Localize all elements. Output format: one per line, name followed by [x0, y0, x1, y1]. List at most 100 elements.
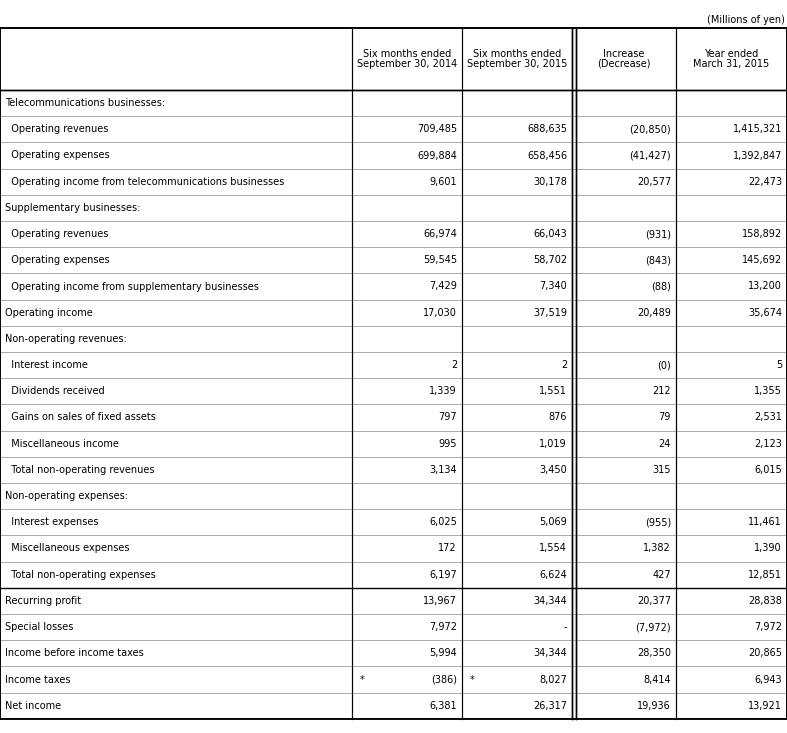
Text: 35,674: 35,674: [748, 308, 782, 317]
Text: (88): (88): [651, 281, 671, 292]
Text: (20,850): (20,850): [630, 125, 671, 134]
Text: 158,892: 158,892: [742, 229, 782, 239]
Text: 5,069: 5,069: [539, 517, 567, 527]
Text: 5: 5: [776, 360, 782, 370]
Text: September 30, 2015: September 30, 2015: [467, 59, 567, 69]
Text: Operating income: Operating income: [5, 308, 93, 317]
Text: 34,344: 34,344: [534, 596, 567, 606]
Text: 22,473: 22,473: [748, 177, 782, 187]
Text: 30,178: 30,178: [533, 177, 567, 187]
Text: 2,531: 2,531: [754, 413, 782, 422]
Text: 6,015: 6,015: [754, 465, 782, 475]
Text: Six months ended: Six months ended: [363, 49, 451, 59]
Text: 145,692: 145,692: [742, 255, 782, 265]
Text: 6,943: 6,943: [755, 674, 782, 685]
Text: 37,519: 37,519: [533, 308, 567, 317]
Text: Operating income from supplementary businesses: Operating income from supplementary busi…: [5, 281, 259, 292]
Text: Miscellaneous expenses: Miscellaneous expenses: [5, 543, 130, 553]
Text: Six months ended: Six months ended: [473, 49, 561, 59]
Text: 995: 995: [438, 438, 457, 449]
Text: Telecommunications businesses:: Telecommunications businesses:: [5, 98, 165, 108]
Text: (955): (955): [645, 517, 671, 527]
Text: 7,340: 7,340: [539, 281, 567, 292]
Text: (41,427): (41,427): [630, 150, 671, 161]
Text: Miscellaneous income: Miscellaneous income: [5, 438, 119, 449]
Text: 12,851: 12,851: [748, 570, 782, 580]
Text: 24: 24: [659, 438, 671, 449]
Text: 59,545: 59,545: [423, 255, 457, 265]
Text: (843): (843): [645, 255, 671, 265]
Text: 1,355: 1,355: [754, 386, 782, 397]
Text: (Millions of yen): (Millions of yen): [708, 15, 785, 25]
Text: September 30, 2014: September 30, 2014: [357, 59, 457, 69]
Text: March 31, 2015: March 31, 2015: [693, 59, 770, 69]
Text: 8,027: 8,027: [539, 674, 567, 685]
Text: 20,577: 20,577: [637, 177, 671, 187]
Text: 2: 2: [451, 360, 457, 370]
Text: 1,339: 1,339: [430, 386, 457, 397]
Text: 1,019: 1,019: [539, 438, 567, 449]
Text: 212: 212: [652, 386, 671, 397]
Text: 1,382: 1,382: [643, 543, 671, 553]
Text: (Decrease): (Decrease): [597, 59, 651, 69]
Text: 3,450: 3,450: [539, 465, 567, 475]
Text: Non-operating expenses:: Non-operating expenses:: [5, 491, 128, 501]
Text: Operating revenues: Operating revenues: [5, 229, 109, 239]
Text: Total non-operating revenues: Total non-operating revenues: [5, 465, 154, 475]
Text: *: *: [470, 674, 475, 685]
Text: 7,972: 7,972: [429, 622, 457, 632]
Text: 1,554: 1,554: [539, 543, 567, 553]
Text: (386): (386): [431, 674, 457, 685]
Text: 876: 876: [549, 413, 567, 422]
Text: 5,994: 5,994: [429, 648, 457, 658]
Text: (931): (931): [645, 229, 671, 239]
Text: 28,350: 28,350: [637, 648, 671, 658]
Text: 315: 315: [652, 465, 671, 475]
Text: 427: 427: [652, 570, 671, 580]
Text: (0): (0): [657, 360, 671, 370]
Text: 20,489: 20,489: [637, 308, 671, 317]
Text: 1,392,847: 1,392,847: [733, 150, 782, 161]
Text: 7,972: 7,972: [754, 622, 782, 632]
Text: 26,317: 26,317: [533, 701, 567, 711]
Text: 8,414: 8,414: [644, 674, 671, 685]
Text: Operating expenses: Operating expenses: [5, 150, 109, 161]
Text: 17,030: 17,030: [423, 308, 457, 317]
Text: Increase: Increase: [604, 49, 645, 59]
Text: Special losses: Special losses: [5, 622, 73, 632]
Text: 6,197: 6,197: [429, 570, 457, 580]
Text: 28,838: 28,838: [748, 596, 782, 606]
Text: Year ended: Year ended: [704, 49, 759, 59]
Text: Gains on sales of fixed assets: Gains on sales of fixed assets: [5, 413, 156, 422]
Text: 19,936: 19,936: [637, 701, 671, 711]
Text: Non-operating revenues:: Non-operating revenues:: [5, 334, 127, 344]
Text: Total non-operating expenses: Total non-operating expenses: [5, 570, 156, 580]
Text: Operating expenses: Operating expenses: [5, 255, 109, 265]
Text: Interest expenses: Interest expenses: [5, 517, 98, 527]
Text: 7,429: 7,429: [429, 281, 457, 292]
Text: 6,025: 6,025: [429, 517, 457, 527]
Text: 699,884: 699,884: [417, 150, 457, 161]
Text: 3,134: 3,134: [430, 465, 457, 475]
Text: 58,702: 58,702: [533, 255, 567, 265]
Text: Operating revenues: Operating revenues: [5, 125, 109, 134]
Text: 172: 172: [438, 543, 457, 553]
Text: 11,461: 11,461: [748, 517, 782, 527]
Text: 688,635: 688,635: [527, 125, 567, 134]
Text: 1,551: 1,551: [539, 386, 567, 397]
Text: Supplementary businesses:: Supplementary businesses:: [5, 203, 140, 213]
Text: 13,200: 13,200: [748, 281, 782, 292]
Text: 9,601: 9,601: [430, 177, 457, 187]
Text: 20,377: 20,377: [637, 596, 671, 606]
Text: 1,390: 1,390: [755, 543, 782, 553]
Text: Operating income from telecommunications businesses: Operating income from telecommunications…: [5, 177, 284, 187]
Text: 34,344: 34,344: [534, 648, 567, 658]
Text: 6,381: 6,381: [430, 701, 457, 711]
Text: 709,485: 709,485: [417, 125, 457, 134]
Text: 2: 2: [561, 360, 567, 370]
Text: *: *: [360, 674, 364, 685]
Text: Dividends received: Dividends received: [5, 386, 105, 397]
Text: 6,624: 6,624: [539, 570, 567, 580]
Text: 13,967: 13,967: [423, 596, 457, 606]
Text: -: -: [563, 622, 567, 632]
